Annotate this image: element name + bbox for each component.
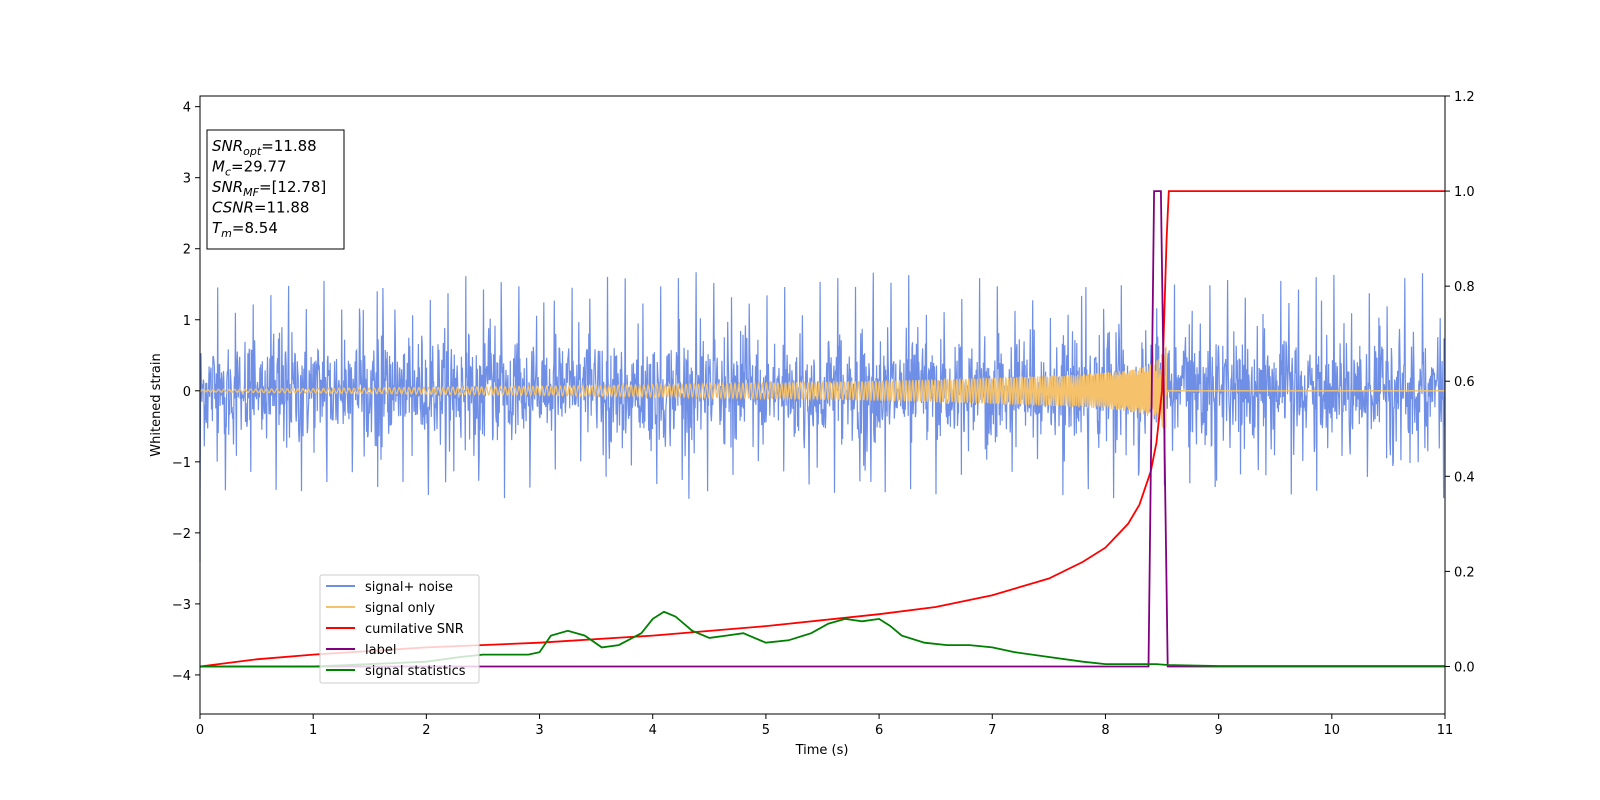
y-right-tick-label: 0.4: [1454, 470, 1475, 485]
x-tick-label: 2: [422, 723, 430, 738]
y-left-tick-label: 1: [183, 314, 191, 329]
x-tick-label: 3: [535, 723, 543, 738]
y-left-tick-label: 0: [183, 385, 191, 400]
annotation-line: Tm=8.54: [212, 219, 278, 240]
legend-frame: [319, 574, 480, 684]
x-tick-label: 8: [1101, 723, 1109, 738]
legend-entry: cumilative SNR: [365, 622, 464, 637]
legend-entry: label: [365, 643, 396, 658]
y-left-tick-label: −4: [172, 669, 191, 684]
x-tick-label: 7: [988, 723, 996, 738]
annotation-line: SNRMF=[12.78]: [212, 178, 326, 199]
annotation-frame: [206, 129, 345, 250]
y-right-tick-label: 1.0: [1454, 185, 1475, 200]
y-right-tick-label: 0.8: [1454, 280, 1475, 295]
y-left-tick-label: −1: [172, 456, 191, 471]
x-tick-label: 9: [1214, 723, 1222, 738]
legend-entry: signal+ noise: [365, 580, 453, 595]
x-tick-label: 6: [875, 723, 883, 738]
annotation-line: Mc=29.77: [212, 158, 287, 179]
x-tick-label: 5: [762, 723, 770, 738]
legend: signal+ noise signal only cumilative SNR la…: [319, 574, 480, 684]
y-left-tick-label: 3: [183, 172, 191, 187]
series-signal-statistics: [200, 610, 1445, 668]
x-axis-label: Time (s): [795, 743, 849, 758]
plot-frame: [199, 95, 1446, 715]
x-tick-label: 10: [1324, 723, 1341, 738]
x-tick-label: 0: [196, 723, 204, 738]
y-axis-label: Whitened strain: [149, 353, 164, 456]
y-right-tick-label: 0.2: [1454, 565, 1475, 580]
y-left-tick-label: −3: [172, 598, 191, 613]
y-right-tick-label: 0.0: [1454, 660, 1475, 675]
y-right-tick-label: 1.2: [1454, 90, 1475, 105]
x-tick-label: 4: [649, 723, 657, 738]
y-left-tick-label: 4: [183, 101, 191, 116]
y-left-tick-label: −2: [172, 527, 191, 542]
series-signal-only: [199, 346, 1445, 429]
y-left-tick-label: 2: [183, 243, 191, 258]
series-cumulative-snr: [199, 190, 1445, 668]
annotation-box: SNRopt=11.88Mc=29.77SNRMF=[12.78]CSNR=11…: [206, 129, 345, 250]
legend-entry: signal only: [365, 601, 435, 616]
annotation-line: SNRopt=11.88: [212, 137, 317, 158]
annotation-line: CSNR=11.88: [212, 199, 309, 217]
legend-entry: signal statistics: [365, 664, 466, 679]
y-right-tick-label: 0.6: [1454, 375, 1475, 390]
x-tick-label: 11: [1437, 723, 1454, 738]
x-tick-label: 1: [309, 723, 317, 738]
